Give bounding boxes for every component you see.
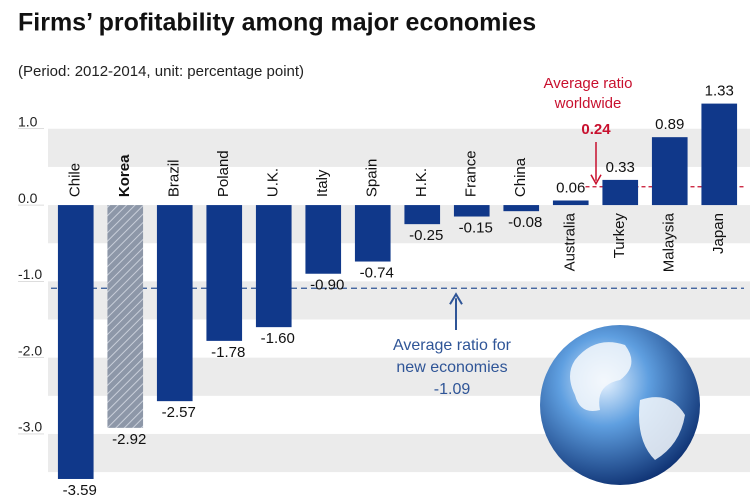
value-label: 0.33 bbox=[606, 159, 635, 176]
value-label: -3.59 bbox=[63, 482, 97, 495]
bar bbox=[156, 205, 193, 402]
x-tick-label: Spain bbox=[364, 159, 381, 197]
x-tick-label: Poland bbox=[215, 150, 232, 197]
x-tick-label: Brazil bbox=[166, 160, 183, 198]
background-band bbox=[48, 281, 750, 320]
value-label: -0.08 bbox=[508, 214, 542, 231]
bar bbox=[404, 205, 441, 225]
chart-title: Firms’ profitability among major economi… bbox=[18, 9, 536, 37]
value-label: -0.25 bbox=[409, 227, 443, 244]
reference-label: worldwide bbox=[554, 95, 622, 112]
bar bbox=[503, 205, 540, 212]
reference-label: Average ratio bbox=[544, 75, 633, 92]
reference-label: new economies bbox=[396, 359, 507, 376]
value-label: -0.90 bbox=[310, 277, 344, 294]
bar bbox=[552, 200, 589, 206]
bar bbox=[453, 205, 490, 217]
value-label: 0.89 bbox=[655, 116, 684, 133]
y-tick-label: -2.0 bbox=[18, 342, 42, 358]
x-tick-label: Turkey bbox=[611, 213, 628, 259]
x-tick-label: Australia bbox=[562, 212, 579, 271]
x-tick-label: Korea bbox=[116, 154, 133, 197]
x-tick-label: Italy bbox=[314, 169, 331, 197]
x-tick-label: China bbox=[512, 157, 529, 197]
value-label: -0.74 bbox=[360, 265, 394, 282]
arrow bbox=[590, 142, 602, 186]
bar bbox=[255, 205, 292, 328]
y-tick-label: 0.0 bbox=[18, 190, 38, 206]
background-band bbox=[48, 128, 750, 167]
y-tick-label: -3.0 bbox=[18, 419, 42, 435]
bar bbox=[602, 179, 639, 206]
value-label: -2.57 bbox=[162, 404, 196, 421]
y-tick-label: -1.0 bbox=[18, 266, 42, 282]
bar bbox=[57, 205, 94, 479]
bar bbox=[305, 205, 342, 274]
value-label: 1.33 bbox=[705, 83, 734, 100]
arrow bbox=[449, 292, 463, 330]
bar bbox=[107, 205, 144, 428]
reference-value: 0.24 bbox=[581, 121, 611, 138]
globe bbox=[540, 325, 700, 485]
value-label: 0.06 bbox=[556, 179, 585, 196]
value-label: -1.60 bbox=[261, 330, 295, 347]
x-tick-label: France bbox=[463, 150, 480, 197]
x-tick-label: Chile bbox=[67, 163, 84, 197]
bar bbox=[206, 205, 243, 341]
bar bbox=[701, 103, 738, 206]
y-tick-label: 1.0 bbox=[18, 113, 38, 129]
x-tick-label: H.K. bbox=[413, 168, 430, 197]
x-tick-label: U.K. bbox=[265, 168, 282, 197]
value-label: -0.15 bbox=[459, 219, 493, 236]
background-band bbox=[48, 205, 750, 244]
value-label: -1.78 bbox=[211, 344, 245, 361]
reference-value: -1.09 bbox=[434, 381, 471, 398]
x-tick-label: Malaysia bbox=[661, 212, 678, 272]
bar bbox=[651, 137, 688, 206]
chart-subtitle: (Period: 2012-2014, unit: percentage poi… bbox=[18, 63, 304, 80]
x-tick-label: Japan bbox=[710, 213, 727, 254]
bar bbox=[354, 205, 391, 262]
value-label: -2.92 bbox=[112, 431, 146, 448]
reference-label: Average ratio for bbox=[393, 337, 512, 354]
